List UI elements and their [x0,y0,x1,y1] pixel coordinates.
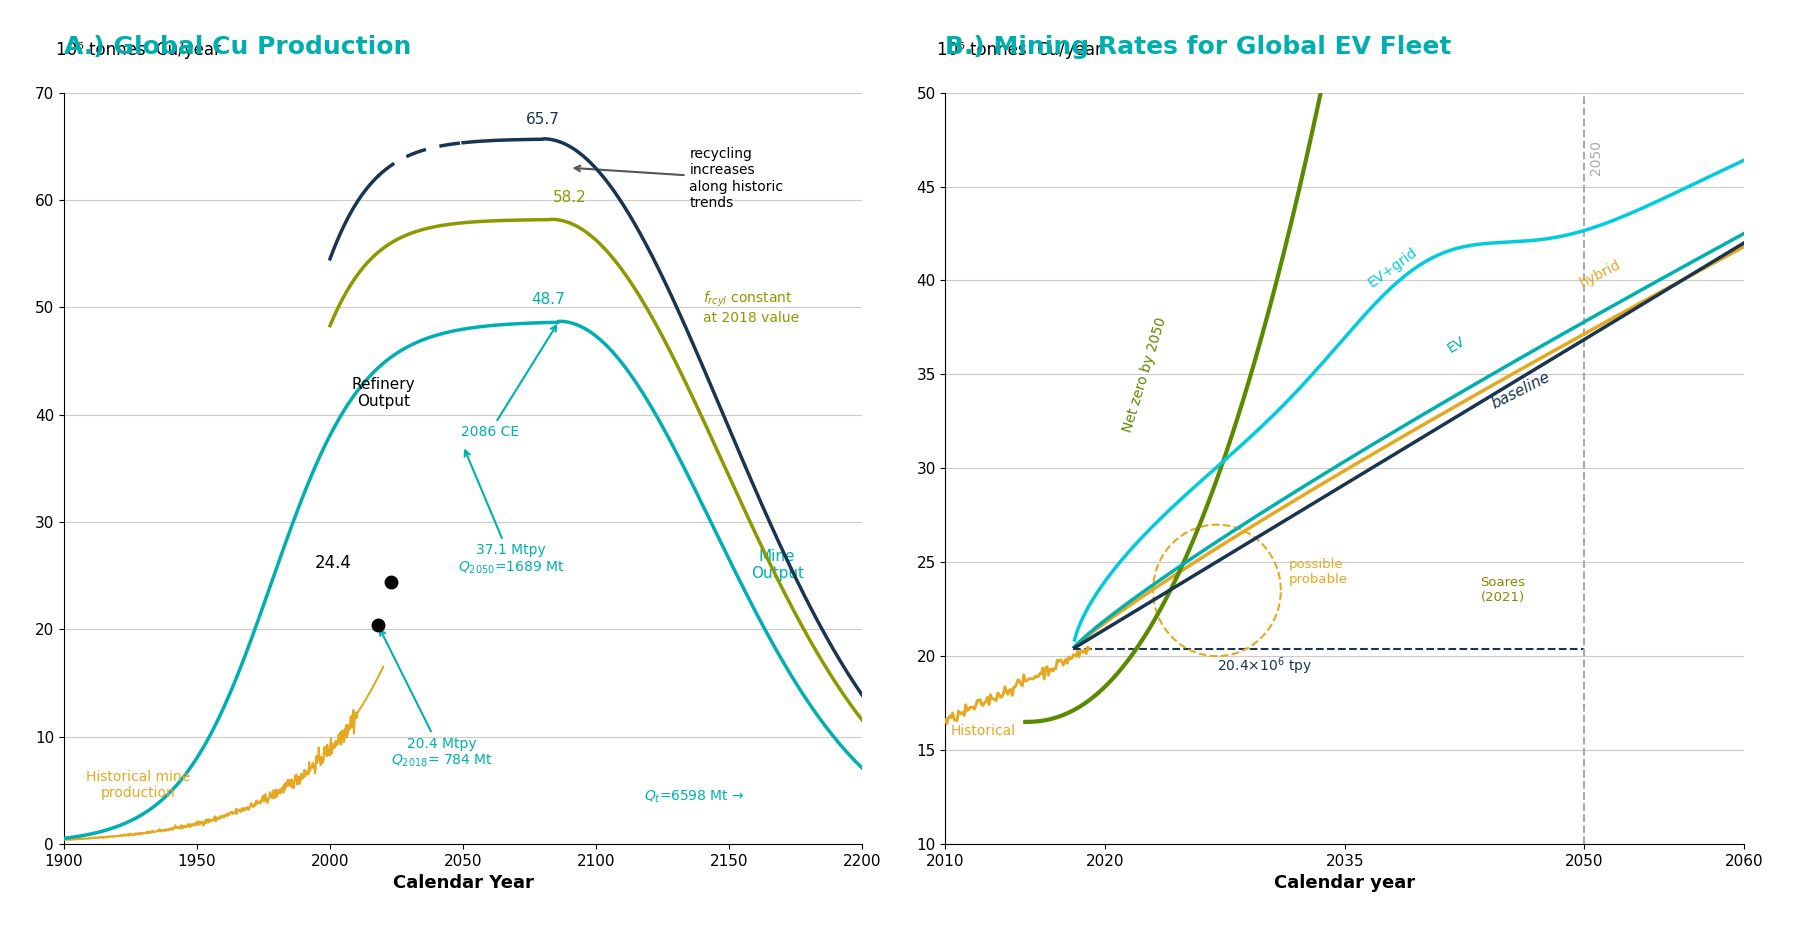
Text: 65.7: 65.7 [527,112,559,127]
Text: 58.2: 58.2 [552,190,586,205]
X-axis label: Calendar Year: Calendar Year [392,874,534,893]
Text: 37.1 Mtpy
$Q_{2050}$=1689 Mt: 37.1 Mtpy $Q_{2050}$=1689 Mt [458,451,565,577]
X-axis label: Calendar year: Calendar year [1275,874,1415,893]
Text: $f_{rcyl}$ constant
at 2018 value: $f_{rcyl}$ constant at 2018 value [703,289,798,325]
Text: 10⁶ tonnes  Cu/year: 10⁶ tonnes Cu/year [937,41,1102,58]
Text: Soares
(2021): Soares (2021) [1480,577,1525,604]
Text: Historical: Historical [949,724,1016,738]
Text: 20.4×10$^6$ tpy: 20.4×10$^6$ tpy [1217,655,1313,678]
Text: A.) Global Cu Production: A.) Global Cu Production [63,34,412,58]
Text: baseline: baseline [1489,370,1552,412]
Text: $Q_t$=6598 Mt →: $Q_t$=6598 Mt → [644,789,744,806]
Text: 2086 CE: 2086 CE [460,325,556,439]
Text: 2050: 2050 [1589,140,1604,174]
Text: Mine
Output: Mine Output [752,549,804,581]
Text: Historical mine
production: Historical mine production [86,769,191,800]
Text: EV+grid: EV+grid [1365,245,1420,290]
Text: hybrid: hybrid [1577,257,1624,290]
Text: 48.7: 48.7 [532,292,565,307]
Text: 20.4 Mtpy
$Q_{2018}$= 784 Mt: 20.4 Mtpy $Q_{2018}$= 784 Mt [379,629,493,769]
Text: recycling
increases
along historic
trends: recycling increases along historic trend… [575,147,784,210]
Text: Refinery
Output: Refinery Output [351,377,415,410]
Text: 24.4: 24.4 [315,553,351,572]
Text: Net zero by 2050: Net zero by 2050 [1120,315,1169,434]
Text: possible
probable: possible probable [1289,558,1348,586]
Text: EV: EV [1446,334,1467,356]
Text: B.) Mining Rates for Global EV Fleet: B.) Mining Rates for Global EV Fleet [946,34,1451,58]
Text: 10⁶ tonnes  Cu/year: 10⁶ tonnes Cu/year [56,41,221,58]
